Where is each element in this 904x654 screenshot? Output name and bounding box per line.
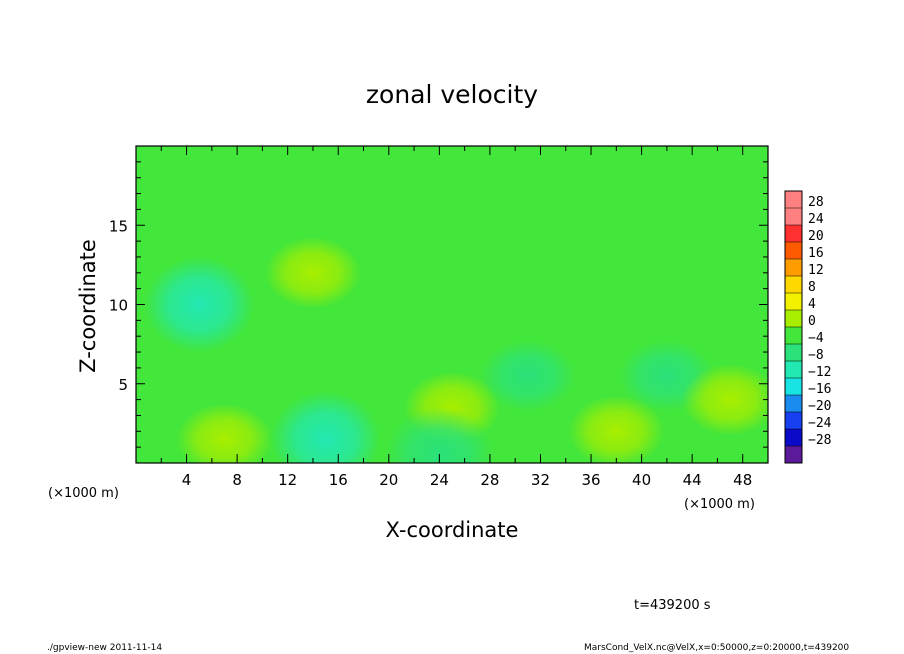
field-feature: [144, 256, 255, 353]
colorbar-band: [785, 242, 802, 260]
colorbar-band: [785, 327, 802, 345]
y-axis-label: Z-coordinate: [76, 239, 100, 373]
colorbar-band: [785, 293, 802, 311]
chart-title: zonal velocity: [366, 80, 538, 109]
colorbar-label: 24: [808, 212, 824, 227]
x-tick-label: 12: [278, 471, 297, 489]
x-tick-label: 44: [683, 471, 702, 489]
colorbar-label: 8: [808, 280, 816, 295]
colorbar: 28 24 20 16 12 8 4 0 −4 −8 −12 −16 −20 −24 −28: [784, 190, 832, 464]
field-feature: [264, 236, 361, 309]
colorbar-label: −16: [808, 382, 831, 397]
colorbar-band: [785, 259, 802, 277]
colorbar-band: [785, 344, 802, 362]
colorbar-band: [785, 395, 802, 413]
x-tick-label: 28: [480, 471, 499, 489]
colorbar-label: 4: [808, 297, 816, 312]
colorbar-label: 20: [808, 229, 824, 244]
x-tick-label: 36: [581, 471, 600, 489]
field-feature: [479, 339, 576, 412]
colorbar-band: [785, 378, 802, 396]
colorbar-label: 0: [808, 314, 816, 329]
x-tick-label: 4: [182, 471, 192, 489]
field-feature: [568, 395, 665, 463]
x-tick-label: 40: [632, 471, 651, 489]
colorbar-label: −24: [808, 416, 832, 431]
field-feature: [176, 403, 273, 463]
colorbar-band: [785, 429, 802, 447]
colorbar-label: −8: [808, 348, 824, 363]
colorbar-band: [785, 208, 802, 226]
colorbar-band: [785, 361, 802, 379]
x-tick-label: 48: [733, 471, 752, 489]
field-feature: [384, 407, 495, 463]
colorbar-band: [785, 412, 802, 430]
x-tick-label: 32: [531, 471, 550, 489]
x-axis-label: X-coordinate: [386, 518, 519, 542]
x-tick-label: 20: [379, 471, 398, 489]
time-annotation: t=439200 s: [634, 598, 711, 613]
x-tick-label: 8: [232, 471, 242, 489]
x-axis-unit-left: (×1000 m): [48, 486, 119, 501]
colorbar-label: 28: [808, 195, 824, 210]
x-axis-ticks: 4 8 12 16 20 24 28 32 36 40 44 48: [160, 146, 752, 489]
y-tick-label: 10: [109, 297, 128, 315]
colorbar-label: 16: [808, 246, 824, 261]
y-tick-label: 15: [109, 217, 128, 235]
colorbar-label: −4: [808, 331, 824, 346]
x-tick-label: 24: [430, 471, 449, 489]
footer-command: ./gpview-new 2011-11-14: [47, 643, 163, 653]
colorbar-band: [785, 310, 802, 328]
velocity-field: [144, 236, 768, 463]
field-feature: [270, 391, 381, 463]
colorbar-label: 12: [808, 263, 824, 278]
y-axis-ticks: 5 10 15: [109, 161, 768, 448]
colorbar-band: [785, 191, 802, 209]
colorbar-label: −20: [808, 399, 831, 414]
y-tick-label: 5: [118, 376, 128, 394]
colorbar-label: −12: [808, 365, 831, 380]
field-feature: [656, 236, 753, 309]
colorbar-band: [785, 225, 802, 243]
colorbar-band: [785, 446, 802, 464]
x-tick-label: 16: [329, 471, 348, 489]
field-feature: [682, 363, 768, 436]
footer-source: MarsCond_VelX.nc@VelX,x=0:50000,z=0:2000…: [584, 643, 850, 653]
colorbar-label: −28: [808, 433, 831, 448]
colorbar-band: [785, 276, 802, 294]
x-axis-unit-right: (×1000 m): [684, 497, 755, 512]
